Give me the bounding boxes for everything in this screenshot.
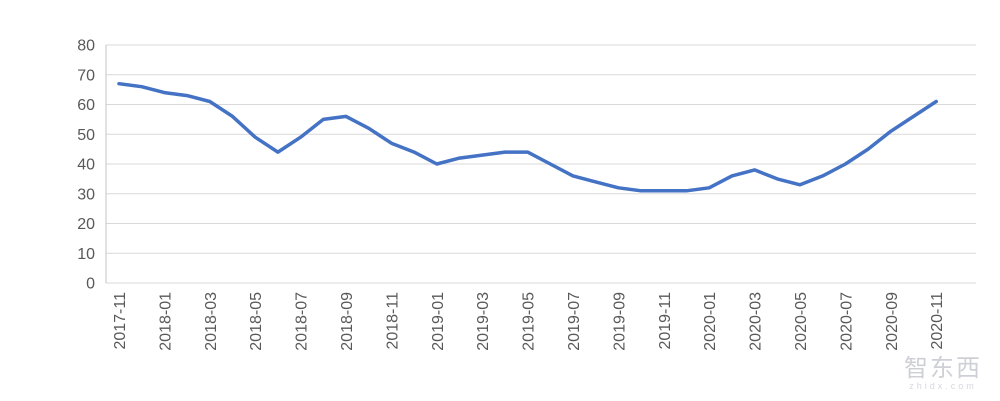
- x-axis-tick-label: 2017-11: [112, 292, 129, 350]
- x-axis-tick-label: 2019-07: [566, 292, 583, 351]
- x-axis-tick-label: 2018-05: [248, 292, 265, 351]
- y-axis-tick-label: 20: [77, 216, 95, 233]
- x-axis-tick-label: 2019-05: [521, 292, 538, 351]
- x-axis-tick-label: 2018-09: [339, 292, 356, 351]
- x-axis-tick-label: 2019-01: [430, 292, 447, 351]
- x-axis-tick-label: 2019-11: [657, 292, 674, 350]
- y-axis-tick-label: 30: [77, 186, 95, 203]
- x-axis-tick-label: 2019-03: [475, 292, 492, 351]
- x-axis-tick-label: 2018-01: [157, 292, 174, 351]
- x-axis-tick-label: 2019-09: [611, 292, 628, 351]
- y-axis-tick-label: 50: [77, 127, 95, 144]
- y-axis-tick-label: 60: [77, 97, 95, 114]
- y-axis-tick-label: 40: [77, 157, 95, 174]
- x-axis-tick-label: 2020-03: [748, 292, 765, 351]
- x-axis-tick-label: 2020-07: [838, 292, 855, 351]
- data-series-line: [117, 81, 938, 193]
- x-axis-tick-label: 2020-01: [702, 292, 719, 351]
- x-axis-tick-label: 2018-07: [294, 292, 311, 351]
- x-axis-tick-label: 2020-09: [884, 292, 901, 351]
- x-axis-tick-label: 2020-11: [929, 292, 946, 350]
- y-axis-tick-label: 0: [86, 276, 95, 293]
- y-axis-tick-label: 10: [77, 246, 95, 263]
- y-axis-tick-label: 80: [77, 38, 95, 55]
- x-axis-tick-label: 2020-05: [793, 292, 810, 351]
- x-axis-tick-label: 2018-03: [203, 292, 220, 351]
- y-axis-tick-label: 70: [77, 67, 95, 84]
- x-axis-tick-label: 2018-11: [384, 292, 401, 350]
